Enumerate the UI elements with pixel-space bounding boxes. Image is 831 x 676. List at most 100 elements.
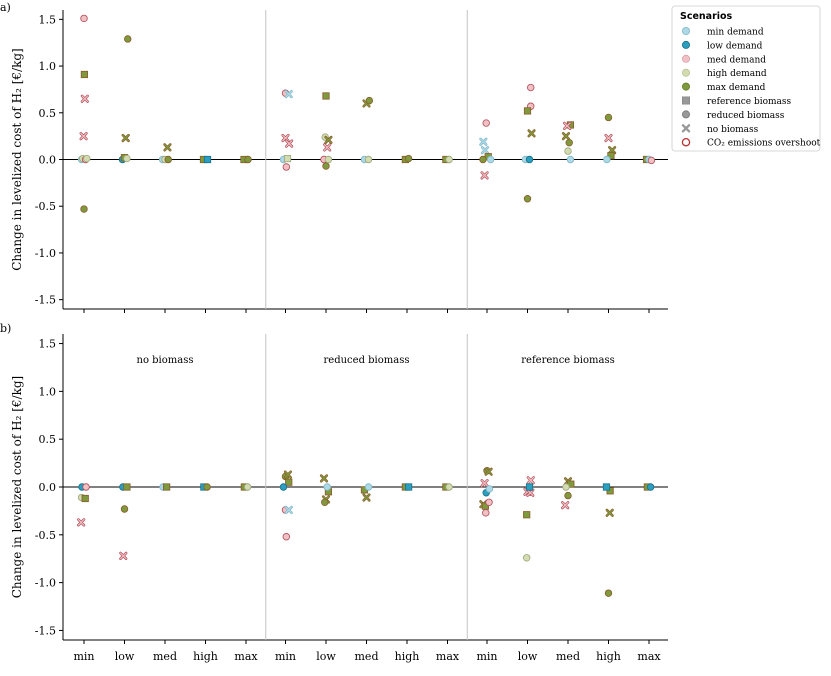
- data-point: [282, 163, 291, 171]
- data-point: [485, 498, 493, 506]
- data-point: [405, 483, 413, 491]
- data-point: [284, 89, 293, 99]
- data-point: [565, 138, 573, 147]
- data-point: [607, 152, 615, 160]
- group-label: no biomass: [137, 355, 194, 366]
- y-tick-label: 1.0: [39, 60, 57, 73]
- data-point: [324, 155, 333, 164]
- data-point: [523, 107, 532, 115]
- data-point: [362, 493, 371, 502]
- data-point: [285, 478, 293, 486]
- x-tick-label: low: [316, 650, 336, 663]
- data-point: [566, 155, 575, 164]
- legend-label: CO₂ emissions overshoot: [707, 139, 821, 149]
- y-tick-label: -0.5: [35, 529, 56, 542]
- legend-marker: [682, 68, 691, 77]
- data-point: [603, 155, 611, 164]
- legend: Scenarios min demand low demand med demand…: [671, 5, 821, 152]
- data-point: [203, 483, 211, 491]
- data-point: [321, 498, 329, 506]
- x-tick-label: max: [234, 650, 258, 663]
- y-tick-label: 0.0: [39, 154, 57, 167]
- y-tick-label: -1.5: [35, 624, 56, 637]
- data-point: [77, 518, 86, 527]
- y-tick-label: 0.5: [39, 433, 57, 446]
- panel-letter-a: a): [0, 1, 11, 14]
- data-point: [480, 146, 490, 155]
- data-point: [80, 205, 88, 213]
- data-point: [561, 132, 571, 141]
- y-axis-label: Change in levelized cost of H₂ [€/kg]: [10, 376, 24, 599]
- data-point: [480, 171, 489, 180]
- panel-letter-b: b): [0, 322, 11, 335]
- x-tick-label: high: [596, 650, 621, 663]
- data-point: [445, 483, 453, 491]
- plot-panel-a: -1.5 -1.0 -0.5 0.0 0.5 1.0 1.5 Change in leveli…: [10, 10, 668, 313]
- legend-marker: [682, 110, 691, 119]
- data-point: [283, 154, 292, 163]
- legend-frame: [671, 5, 821, 152]
- y-axis-label: Change in levelized cost of H₂ [€/kg]: [10, 48, 24, 271]
- data-point: [482, 509, 490, 517]
- group-label: reference biomass: [521, 355, 614, 366]
- data-point: [527, 129, 536, 138]
- data-point: [523, 511, 531, 519]
- data-point: [561, 501, 570, 510]
- data-point: [604, 113, 613, 122]
- x-tick-label: high: [395, 650, 420, 663]
- x-tick-label: med: [556, 650, 580, 663]
- data-point: [284, 505, 293, 515]
- y-tick-label: -1.5: [35, 294, 56, 307]
- data-point: [486, 155, 495, 164]
- legend-label: no biomass: [707, 125, 759, 135]
- data-point: [608, 146, 617, 155]
- legend-label: max demand: [707, 83, 766, 93]
- data-point: [283, 470, 293, 479]
- data-point: [324, 135, 333, 144]
- data-point: [564, 147, 572, 155]
- x-tick-label: max: [637, 650, 661, 663]
- y-tick-label: -1.0: [35, 247, 56, 260]
- data-point: [83, 154, 91, 163]
- data-point: [482, 119, 490, 127]
- data-point: [484, 467, 493, 476]
- data-point: [480, 479, 489, 488]
- data-point: [522, 554, 531, 562]
- x-tick-label: med: [355, 650, 379, 663]
- data-point: [80, 14, 88, 23]
- data-point: [82, 483, 90, 491]
- data-point: [364, 483, 373, 491]
- x-tick-label: min: [476, 650, 497, 663]
- data-point: [79, 132, 88, 141]
- legend-label: reduced biomass: [707, 111, 785, 121]
- data-point: [123, 154, 131, 163]
- data-point: [164, 155, 172, 164]
- y-tick-label: -1.0: [35, 577, 56, 590]
- data-point: [121, 133, 130, 143]
- data-point: [404, 154, 413, 163]
- legend-label: high demand: [707, 69, 767, 79]
- legend-marker: [682, 26, 691, 35]
- data-point: [445, 155, 453, 164]
- data-point: [563, 121, 572, 130]
- data-point: [203, 155, 212, 164]
- data-point: [564, 491, 572, 500]
- y-tick-label: -0.5: [35, 200, 56, 213]
- data-point: [279, 483, 288, 491]
- data-point: [562, 483, 570, 491]
- legend-marker: [682, 40, 691, 49]
- x-tick-label: min: [275, 650, 296, 663]
- data-point: [602, 483, 611, 491]
- data-point: [646, 483, 655, 491]
- data-point: [163, 143, 172, 152]
- y-tick-label: 1.5: [39, 338, 57, 351]
- x-tick-label: min: [73, 650, 94, 663]
- y-tick-label: 0.5: [39, 107, 57, 120]
- data-point: [604, 133, 613, 143]
- data-point: [124, 35, 132, 43]
- x-tick-label: low: [518, 650, 538, 663]
- data-point: [479, 155, 487, 164]
- data-point: [80, 70, 89, 79]
- data-point: [527, 83, 535, 92]
- x-tick-label: high: [193, 650, 218, 663]
